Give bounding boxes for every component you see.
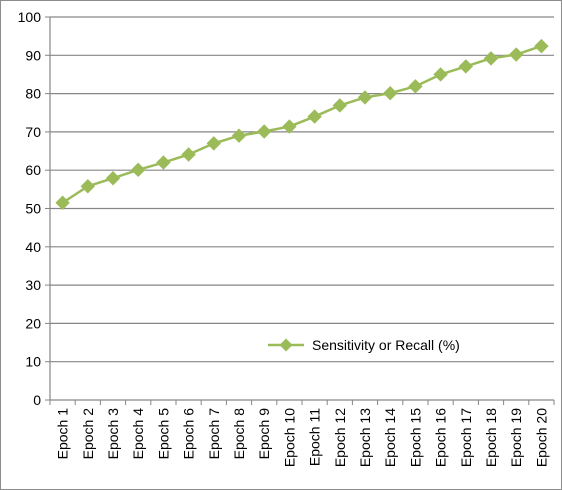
data-point-epoch-17 xyxy=(458,59,474,74)
data-point-epoch-8 xyxy=(231,128,247,143)
legend-series-label: Sensitivity or Recall (%) xyxy=(312,337,460,353)
x-tick-label-10: Epoch 10 xyxy=(281,408,297,467)
y-tick-label-40: 40 xyxy=(25,239,41,255)
data-point-epoch-14 xyxy=(382,86,398,101)
y-tick-label-30: 30 xyxy=(25,277,41,293)
data-point-epoch-6 xyxy=(181,147,196,162)
y-tick-label-10: 10 xyxy=(25,354,41,370)
series-group xyxy=(55,38,549,210)
data-point-epoch-9 xyxy=(256,124,272,139)
grid-lines xyxy=(50,16,554,363)
x-tick-label-1: Epoch 1 xyxy=(55,408,71,460)
data-point-epoch-16 xyxy=(433,67,448,82)
x-tick-label-11: Epoch 11 xyxy=(307,408,323,466)
y-axis-ticks: 0 10 20 30 40 50 60 70 80 90 100 xyxy=(18,9,50,408)
data-point-epoch-18 xyxy=(483,51,499,66)
x-tick-label-5: Epoch 5 xyxy=(155,408,171,460)
y-tick-label-80: 80 xyxy=(25,86,41,102)
x-tick-label-12: Epoch 12 xyxy=(332,408,348,467)
y-tick-label-100: 100 xyxy=(18,9,42,25)
x-axis-ticks: Epoch 1 Epoch 2 Epoch 3 Epoch 4 Epoch 5 Epoch… xyxy=(49,400,555,467)
x-tick-label-19: Epoch 19 xyxy=(508,408,524,467)
legend-marker-diamond xyxy=(279,338,293,352)
y-tick-label-50: 50 xyxy=(25,201,41,217)
x-tick-label-7: Epoch 7 xyxy=(206,408,222,460)
data-point-epoch-13 xyxy=(357,90,373,105)
x-tick-label-3: Epoch 3 xyxy=(105,408,121,460)
data-point-epoch-19 xyxy=(508,47,524,62)
data-point-epoch-15 xyxy=(408,79,423,94)
data-point-epoch-3 xyxy=(105,171,121,186)
data-point-epoch-10 xyxy=(282,119,297,134)
y-tick-label-60: 60 xyxy=(25,162,41,178)
x-tick-label-6: Epoch 6 xyxy=(181,408,197,460)
x-tick-label-13: Epoch 13 xyxy=(357,408,373,467)
x-tick-label-14: Epoch 14 xyxy=(382,408,398,467)
data-point-epoch-5 xyxy=(156,155,171,170)
x-tick-label-2: Epoch 2 xyxy=(80,408,96,460)
y-tick-label-90: 90 xyxy=(25,47,41,63)
data-point-epoch-20 xyxy=(534,38,549,54)
x-tick-label-16: Epoch 16 xyxy=(433,408,449,467)
x-tick-label-20: Epoch 20 xyxy=(533,408,549,467)
data-point-epoch-12 xyxy=(332,98,348,113)
y-tick-label-0: 0 xyxy=(33,392,41,408)
x-tick-label-4: Epoch 4 xyxy=(130,408,146,460)
data-point-epoch-7 xyxy=(206,136,222,151)
x-tick-label-17: Epoch 17 xyxy=(458,408,474,467)
data-point-epoch-2 xyxy=(80,179,96,194)
y-tick-label-20: 20 xyxy=(25,315,41,331)
x-tick-label-18: Epoch 18 xyxy=(483,408,499,467)
x-tick-label-15: Epoch 15 xyxy=(407,408,423,467)
data-point-epoch-11 xyxy=(307,109,322,124)
x-tick-label-9: Epoch 9 xyxy=(256,408,272,460)
y-tick-label-70: 70 xyxy=(25,124,41,140)
data-point-epoch-4 xyxy=(130,162,146,178)
legend: Sensitivity or Recall (%) xyxy=(268,337,460,353)
data-point-epoch-1 xyxy=(55,195,70,210)
x-tick-label-8: Epoch 8 xyxy=(231,408,247,460)
